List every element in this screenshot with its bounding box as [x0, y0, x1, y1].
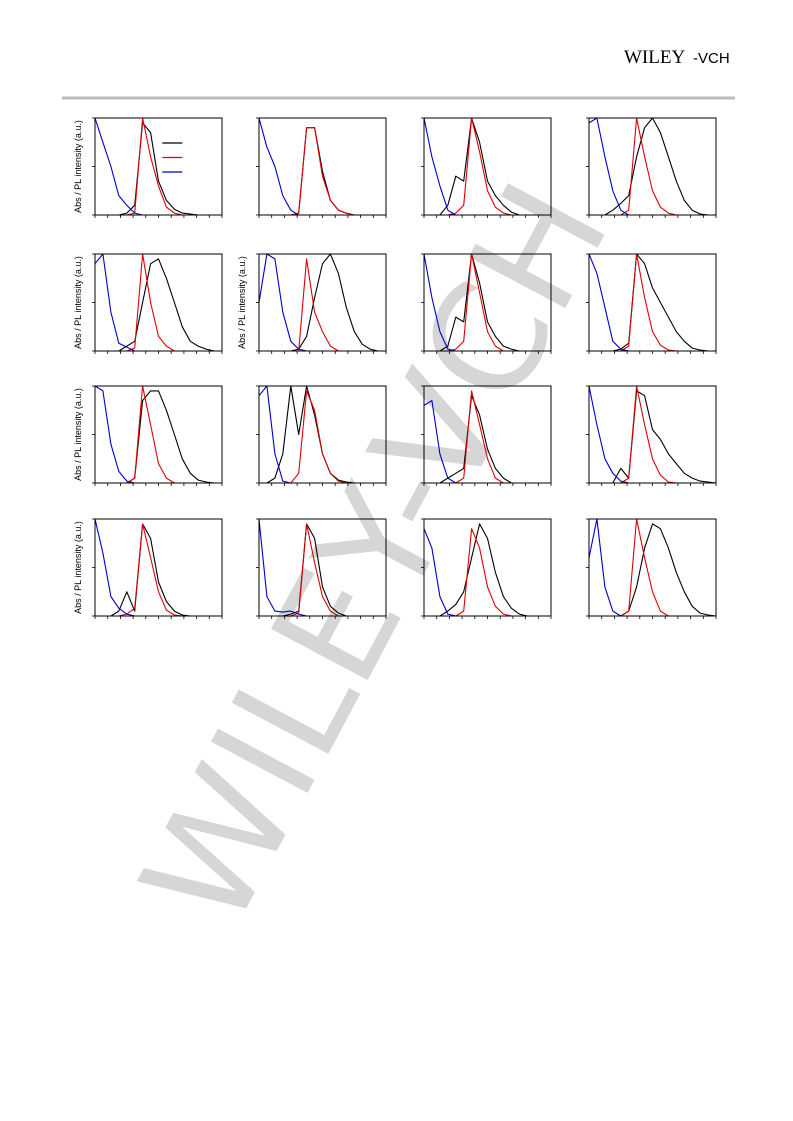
chart — [421, 117, 552, 218]
y-axis-label: Abs / PL intensity (a.u.) — [73, 521, 83, 614]
chart — [586, 518, 717, 619]
chart — [421, 518, 552, 619]
chart — [586, 117, 717, 218]
spectrum-line — [589, 390, 717, 484]
y-axis-label: Abs / PL intensity (a.u.) — [73, 120, 83, 213]
spectrum-line — [258, 253, 386, 352]
spectrum-line — [589, 117, 716, 216]
chart — [586, 253, 717, 354]
watermark-group: WILEY-VCH — [109, 157, 643, 954]
brand-suffix: -VCH — [693, 50, 730, 67]
plot-frame — [258, 253, 387, 352]
spectrum-line — [95, 117, 222, 216]
plot-frame — [588, 385, 717, 484]
y-axis-label: Abs / PL intensity (a.u.) — [73, 388, 83, 481]
spectrum-line — [95, 122, 222, 216]
spectrum-line — [258, 117, 386, 216]
plot-frame — [258, 117, 387, 216]
spectrum-line — [94, 518, 222, 617]
spectrum-line — [589, 385, 716, 484]
chart — [421, 253, 552, 354]
chart — [256, 385, 387, 486]
spectrum-line — [589, 117, 716, 216]
spectrum-line — [259, 258, 386, 352]
y-axis-label: Abs / PL intensity (a.u.) — [73, 256, 83, 349]
chart: Abs / PL intensity (a.u.) — [73, 518, 223, 619]
chart — [256, 518, 387, 619]
spectrum-line — [589, 518, 716, 617]
spectrum-line — [94, 385, 222, 484]
plot-frame — [94, 117, 223, 216]
plot-frame — [588, 117, 717, 216]
spectrum-line — [589, 523, 717, 617]
spectrum-line — [259, 127, 386, 216]
spectrum-line — [588, 518, 716, 617]
spectrum-line — [95, 253, 222, 352]
chart — [421, 385, 552, 486]
chart: Abs / PL intensity (a.u.) — [73, 385, 223, 486]
brand: WILEY — [624, 47, 685, 68]
spectrum-line — [259, 253, 386, 352]
chart — [256, 117, 387, 218]
chart — [586, 385, 717, 486]
chart: Abs / PL intensity (a.u.) — [73, 117, 223, 218]
watermark: WILEY-VCH — [109, 157, 643, 954]
spectrum-line — [95, 390, 222, 484]
spectrum-line — [588, 385, 716, 484]
chart: Abs / PL intensity (a.u.) — [237, 253, 387, 354]
plot-frame — [588, 518, 717, 617]
plot-frame — [94, 385, 223, 484]
chart: Abs / PL intensity (a.u.) — [73, 253, 223, 354]
spectrum-line — [588, 117, 716, 216]
spectrum-line — [94, 117, 222, 216]
y-axis-label: Abs / PL intensity (a.u.) — [237, 256, 247, 349]
spectrum-line — [95, 385, 222, 484]
